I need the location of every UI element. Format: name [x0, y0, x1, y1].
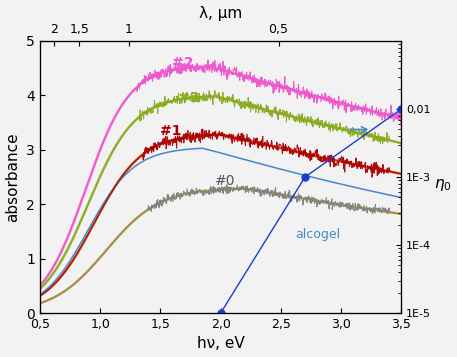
X-axis label: λ, μm: λ, μm	[199, 6, 242, 21]
X-axis label: hν, eV: hν, eV	[197, 336, 244, 351]
Y-axis label: $\eta_0$: $\eta_0$	[434, 177, 452, 193]
Y-axis label: absorbance: absorbance	[5, 132, 21, 222]
Text: #1: #1	[160, 124, 182, 137]
Text: alcogel: alcogel	[295, 228, 340, 241]
Text: #0: #0	[215, 174, 235, 188]
Text: #3: #3	[179, 91, 200, 105]
Text: #2: #2	[172, 56, 194, 70]
